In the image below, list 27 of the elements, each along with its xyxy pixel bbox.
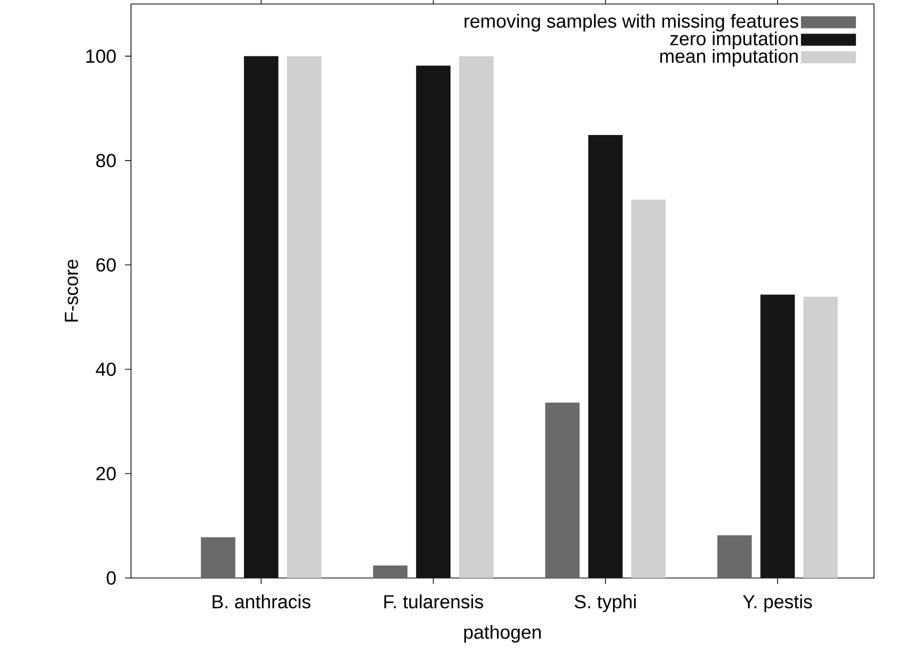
bar — [244, 56, 278, 578]
bar — [416, 66, 451, 578]
bar — [200, 537, 236, 578]
x-axis-title: pathogen — [464, 624, 541, 643]
bar — [588, 134, 623, 578]
legend-label: zero imputation — [670, 31, 798, 50]
y-axis-title: F-score — [64, 260, 78, 322]
x-tick-label: S. typhi — [574, 594, 636, 612]
y-tick-label: 60 — [96, 258, 116, 272]
y-tick-label: 80 — [96, 154, 116, 168]
y-tick-label: 40 — [96, 362, 116, 376]
bar — [459, 56, 494, 578]
x-tick-label: Y. pestis — [742, 594, 812, 612]
bar — [373, 565, 408, 578]
bar — [803, 296, 838, 578]
y-tick-label: 100 — [86, 49, 116, 63]
y-tick-label: 0 — [106, 571, 116, 585]
bar — [717, 535, 752, 578]
x-tick-label: B. anthracis — [212, 594, 310, 608]
bar — [760, 294, 795, 578]
bar — [631, 200, 666, 578]
y-tick-label: 20 — [96, 466, 116, 480]
legend-label: removing samples with missing features — [464, 14, 798, 32]
legend-label: mean imputation — [660, 48, 798, 67]
bar — [545, 402, 580, 578]
bar — [286, 56, 322, 578]
x-tick-label: F. tularensis — [384, 594, 484, 608]
